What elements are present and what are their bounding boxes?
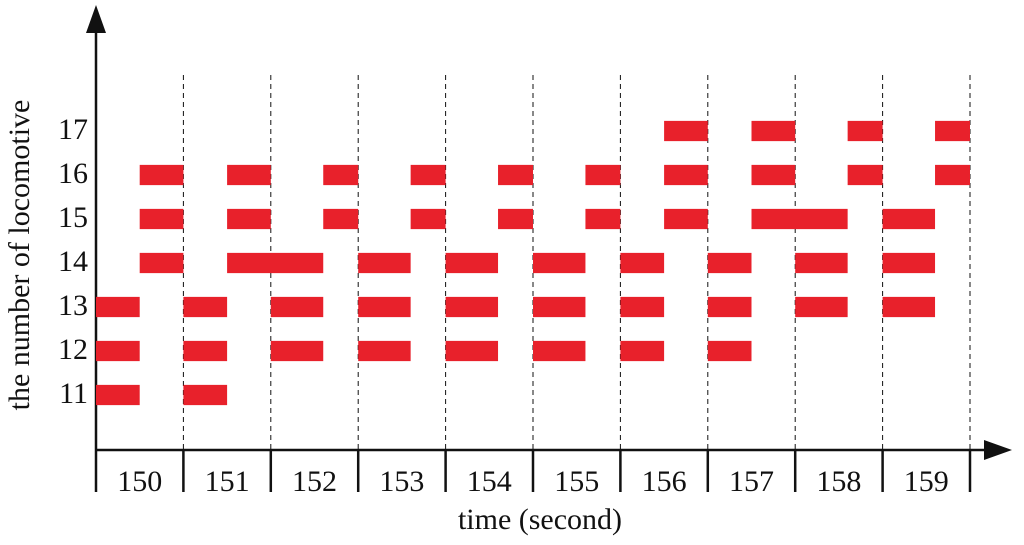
bar xyxy=(410,164,446,186)
bar xyxy=(664,120,708,142)
bar xyxy=(139,164,184,186)
bar xyxy=(751,208,848,230)
bar xyxy=(935,120,970,142)
x-tick-label: 155 xyxy=(554,465,599,498)
bar xyxy=(183,296,228,318)
x-tick-label: 153 xyxy=(379,465,424,498)
bar xyxy=(410,208,446,230)
bar xyxy=(358,340,411,362)
bar xyxy=(620,340,665,362)
bar xyxy=(707,340,752,362)
x-axis-title: time (second) xyxy=(458,503,622,536)
x-axis-arrow xyxy=(984,440,1012,460)
y-tick-label: 15 xyxy=(58,201,88,234)
bar xyxy=(707,252,752,274)
bar xyxy=(664,164,708,186)
bar xyxy=(498,164,533,186)
bar xyxy=(227,208,271,230)
bar xyxy=(96,340,140,362)
y-tick-label: 12 xyxy=(58,333,88,366)
x-tick-label: 151 xyxy=(205,465,250,498)
bar xyxy=(533,340,586,362)
bar xyxy=(882,208,936,230)
bar xyxy=(96,296,140,318)
bar xyxy=(847,120,883,142)
bar xyxy=(445,296,499,318)
bar xyxy=(323,164,359,186)
y-axis-title: the number of locomotive xyxy=(3,100,36,411)
bar xyxy=(664,208,708,230)
y-tick-label: 16 xyxy=(58,157,88,190)
bar xyxy=(882,252,936,274)
bar xyxy=(585,164,621,186)
bar xyxy=(707,296,752,318)
x-tick-label: 157 xyxy=(729,465,774,498)
bar xyxy=(935,164,970,186)
bar xyxy=(620,296,665,318)
x-tick-label: 156 xyxy=(642,465,687,498)
bar xyxy=(533,296,586,318)
bar xyxy=(323,208,359,230)
bar xyxy=(358,252,411,274)
x-tick-label: 150 xyxy=(117,465,162,498)
y-tick-label: 17 xyxy=(58,113,88,146)
x-tick-label: 152 xyxy=(292,465,337,498)
axes xyxy=(94,28,992,452)
bar xyxy=(585,208,621,230)
bar xyxy=(139,252,184,274)
y-tick-label: 14 xyxy=(58,245,88,278)
bar xyxy=(183,384,228,406)
bar xyxy=(227,252,324,274)
bar xyxy=(795,252,848,274)
bar xyxy=(96,384,140,406)
bar xyxy=(751,164,796,186)
bar xyxy=(847,164,883,186)
bar xyxy=(795,296,848,318)
y-tick-label: 13 xyxy=(58,289,88,322)
x-tick-label: 158 xyxy=(816,465,861,498)
bar xyxy=(445,252,499,274)
bar xyxy=(882,296,936,318)
bar xyxy=(498,208,533,230)
bar xyxy=(139,208,184,230)
bar xyxy=(183,340,228,362)
bar xyxy=(751,120,796,142)
bar xyxy=(445,340,499,362)
bar xyxy=(270,296,324,318)
x-tick-label: 159 xyxy=(904,465,949,498)
bar xyxy=(533,252,586,274)
bar xyxy=(620,252,665,274)
x-tick-label: 154 xyxy=(467,465,512,498)
bar xyxy=(270,340,324,362)
y-tick-label: 11 xyxy=(59,377,88,410)
bar xyxy=(358,296,411,318)
y-axis-arrow xyxy=(86,5,106,33)
bar xyxy=(227,164,271,186)
